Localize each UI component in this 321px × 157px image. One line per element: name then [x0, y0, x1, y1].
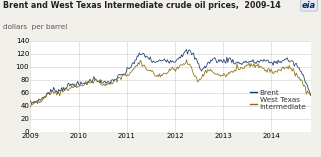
Legend: Brent, West Texas
Intermediate: Brent, West Texas Intermediate	[250, 90, 306, 110]
Text: dollars  per barrel: dollars per barrel	[3, 24, 67, 30]
Text: eia: eia	[302, 1, 316, 10]
Text: Brent and West Texas Intermediate crude oil prices,  2009-14: Brent and West Texas Intermediate crude …	[3, 1, 281, 10]
